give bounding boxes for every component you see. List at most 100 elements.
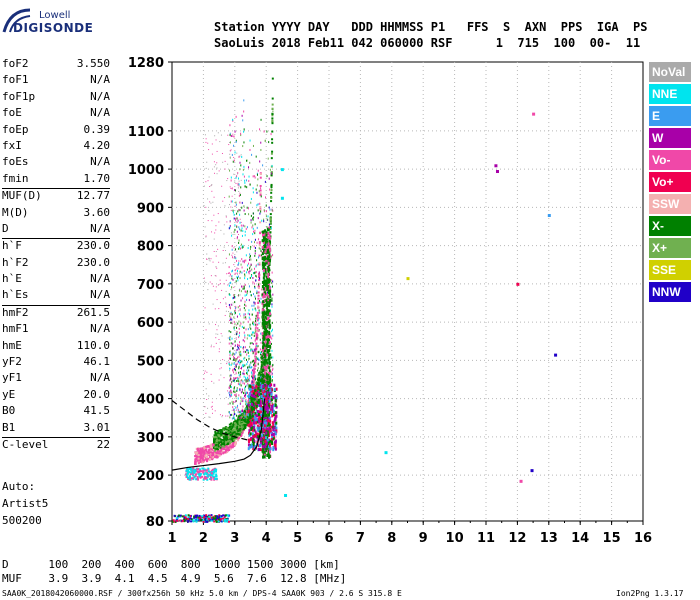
echo-point xyxy=(258,271,260,274)
echo-point xyxy=(273,443,276,447)
echo-point xyxy=(217,248,219,250)
echo-point xyxy=(242,119,244,122)
echo-point xyxy=(231,245,233,248)
echo-point xyxy=(237,295,239,297)
echo-point xyxy=(265,317,268,320)
echo-point xyxy=(245,393,247,396)
echo-point xyxy=(256,327,259,330)
echo-point xyxy=(244,179,246,182)
echo-point xyxy=(235,395,237,397)
echo-point xyxy=(228,227,230,230)
echo-point xyxy=(251,416,254,420)
echo-point xyxy=(249,402,251,405)
echo-point xyxy=(232,234,234,236)
echo-point xyxy=(270,395,273,399)
echo-point xyxy=(230,206,232,208)
echo-point xyxy=(233,438,236,441)
echo-point xyxy=(266,325,269,329)
echo-point xyxy=(228,337,230,340)
echo-point xyxy=(263,294,266,298)
echo-point xyxy=(264,383,267,387)
echo-point xyxy=(220,333,222,335)
echo-point xyxy=(213,456,216,459)
echo-point xyxy=(247,366,249,369)
echo-point xyxy=(265,384,268,388)
echo-point xyxy=(224,160,226,162)
echo-point xyxy=(247,360,249,363)
echo-point xyxy=(256,173,258,176)
echo-point xyxy=(272,293,274,296)
echo-point xyxy=(245,372,247,375)
echo-point xyxy=(247,407,249,410)
echo-point xyxy=(217,434,220,437)
echo-point xyxy=(244,346,246,349)
echo-point xyxy=(267,452,270,456)
echo-point xyxy=(199,468,202,471)
echo-point xyxy=(249,422,252,426)
echo-point xyxy=(236,362,238,365)
echo-point xyxy=(256,323,259,326)
echo-point xyxy=(233,316,235,319)
echo-point xyxy=(209,451,212,454)
echo-point xyxy=(209,477,212,480)
x-tick-label: 2 xyxy=(199,531,208,546)
echo-point xyxy=(258,247,260,250)
echo-point xyxy=(230,377,232,380)
echo-point xyxy=(263,349,266,353)
echo-point xyxy=(227,520,230,523)
echo-point xyxy=(207,517,210,520)
echo-point xyxy=(272,428,275,432)
echo-point xyxy=(262,320,265,324)
echo-point xyxy=(236,259,238,262)
echo-point xyxy=(246,371,248,374)
echo-point xyxy=(247,413,249,416)
echo-point xyxy=(264,180,266,183)
echo-point xyxy=(210,443,213,446)
echo-point xyxy=(214,275,216,277)
echo-point xyxy=(256,172,258,175)
y-tick-label: 700 xyxy=(137,278,164,293)
echo-point xyxy=(246,226,248,229)
echo-point xyxy=(270,227,272,230)
echo-point xyxy=(243,422,246,425)
echo-point xyxy=(252,227,254,230)
echo-point xyxy=(268,359,270,362)
echo-point xyxy=(224,438,227,441)
echo-point xyxy=(244,336,246,339)
echo-point xyxy=(272,110,274,113)
echo-point xyxy=(239,411,241,414)
echo-point xyxy=(230,394,232,397)
echo-point xyxy=(196,451,199,454)
echo-point xyxy=(247,410,250,414)
echo-point xyxy=(189,473,192,476)
echo-point xyxy=(234,151,236,154)
echo-point xyxy=(238,416,241,419)
echo-point xyxy=(230,438,233,441)
echo-point xyxy=(210,446,213,449)
echo-point xyxy=(236,175,238,178)
echo-point xyxy=(238,413,240,415)
echo-point xyxy=(216,438,219,441)
echo-point xyxy=(239,277,241,280)
echo-point xyxy=(185,473,188,476)
echo-point xyxy=(257,287,260,290)
echo-point xyxy=(235,140,237,143)
echo-point xyxy=(201,458,204,461)
echo-point xyxy=(265,322,268,326)
echo-point xyxy=(241,271,243,274)
echo-point xyxy=(243,409,246,412)
echo-point xyxy=(262,436,265,440)
echo-point xyxy=(249,267,251,270)
echo-point xyxy=(205,456,208,459)
echo-point xyxy=(220,229,222,231)
echo-point xyxy=(216,267,218,269)
echo-point xyxy=(228,442,231,445)
echo-point xyxy=(237,263,239,266)
echo-point xyxy=(265,233,268,237)
echo-point xyxy=(205,412,207,414)
echo-point xyxy=(243,326,245,329)
echo-point xyxy=(235,338,237,340)
echo-point xyxy=(230,149,232,151)
echo-point xyxy=(249,379,251,382)
echo-point xyxy=(242,260,244,263)
